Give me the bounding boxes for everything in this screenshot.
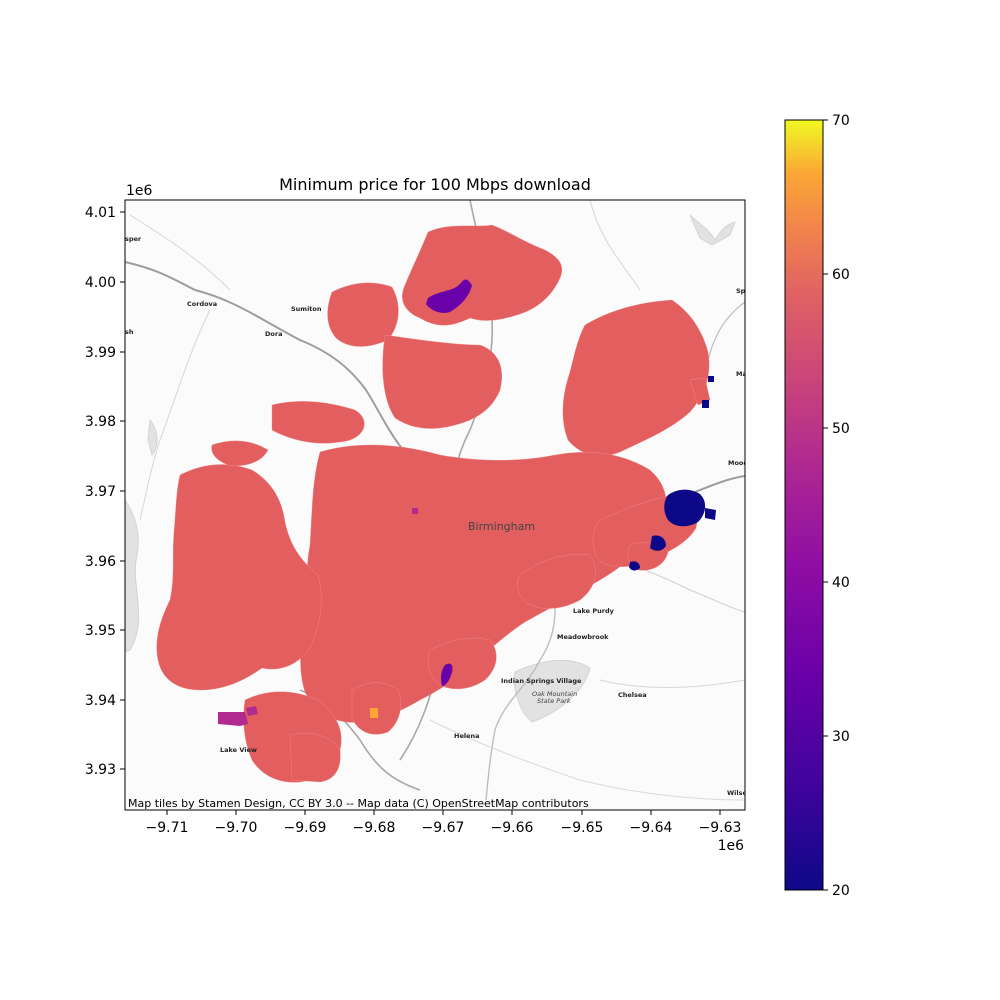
x-axis: −9.71 −9.70 −9.69 −9.68 −9.67 −9.66 −9.6…: [146, 810, 745, 854]
place-label: Dora: [265, 330, 282, 338]
place-label: Chelsea: [618, 691, 647, 699]
y-tick-label: 3.93: [85, 762, 116, 778]
colorbar-tick-label: 20: [832, 883, 850, 899]
x-tick-label: −9.70: [215, 820, 258, 836]
place-label: Cordova: [187, 300, 217, 308]
choropleth-high-price[interactable]: [370, 708, 378, 718]
place-label: Sumiton: [291, 305, 322, 313]
x-tick-label: −9.68: [353, 820, 396, 836]
chart-title: Minimum price for 100 Mbps download: [279, 175, 591, 194]
x-tick-label: −9.65: [561, 820, 604, 836]
place-label: Lake View: [220, 746, 257, 754]
place-label: Helena: [454, 732, 480, 740]
colorbar-gradient: [784, 119, 824, 891]
place-label: Indian Springs Village: [501, 677, 582, 685]
place-label: Spr: [736, 287, 749, 295]
place-label: Meadowbrook: [557, 633, 609, 641]
basemap-water: [125, 214, 736, 723]
colorbar-tick-label: 60: [832, 267, 850, 283]
place-label: Oak Mountain: [532, 690, 577, 698]
x-tick-label: −9.63: [699, 820, 742, 836]
colorbar-tick-label: 40: [832, 575, 850, 591]
place-label: sh: [125, 328, 134, 336]
colorbar-tick-label: 70: [832, 113, 850, 129]
place-label: Wilso: [727, 789, 747, 797]
map-attribution: Map tiles by Stamen Design, CC BY 3.0 --…: [128, 797, 589, 810]
place-label: State Park: [537, 697, 571, 705]
place-label: sper: [125, 235, 142, 243]
map-area[interactable]: Cordova Sumiton Dora Birmingham Lake Pur…: [125, 200, 749, 810]
place-label: Birmingham: [468, 520, 535, 533]
colorbar-tick-label: 50: [832, 421, 850, 437]
x-offset-label: 1e6: [718, 838, 745, 854]
y-tick-label: 3.99: [85, 345, 116, 361]
choropleth-mid-low-price[interactable]: [426, 279, 472, 686]
place-label: Mood: [728, 459, 748, 467]
y-tick-label: 3.95: [85, 623, 116, 639]
place-label: Ma: [736, 370, 747, 378]
x-tick-label: −9.67: [422, 820, 465, 836]
y-tick-label: 3.97: [85, 484, 116, 500]
y-offset-label: 1e6: [126, 183, 153, 199]
colorbar-tick-label: 30: [832, 729, 850, 745]
place-labels: Cordova Sumiton Dora Birmingham Lake Pur…: [125, 235, 749, 797]
colorbar: 20 30 40 50 60 70: [784, 113, 850, 899]
choropleth-low-price[interactable]: [629, 376, 716, 571]
map-frame: [124, 199, 746, 811]
y-tick-label: 4.00: [85, 275, 116, 291]
x-tick-label: −9.71: [146, 820, 189, 836]
choropleth-mid-price[interactable]: [218, 508, 418, 726]
x-tick-label: −9.64: [630, 820, 673, 836]
y-tick-label: 3.96: [85, 554, 116, 570]
y-tick-label: 3.94: [85, 693, 116, 709]
place-label: Lake Purdy: [573, 607, 615, 615]
y-axis: 3.93 3.94 3.95 3.96 3.97 3.98 3.99 4.00 …: [85, 183, 153, 778]
y-tick-label: 3.98: [85, 414, 116, 430]
x-tick-label: −9.69: [284, 820, 327, 836]
x-tick-label: −9.66: [491, 820, 534, 836]
y-tick-label: 4.01: [85, 205, 116, 221]
